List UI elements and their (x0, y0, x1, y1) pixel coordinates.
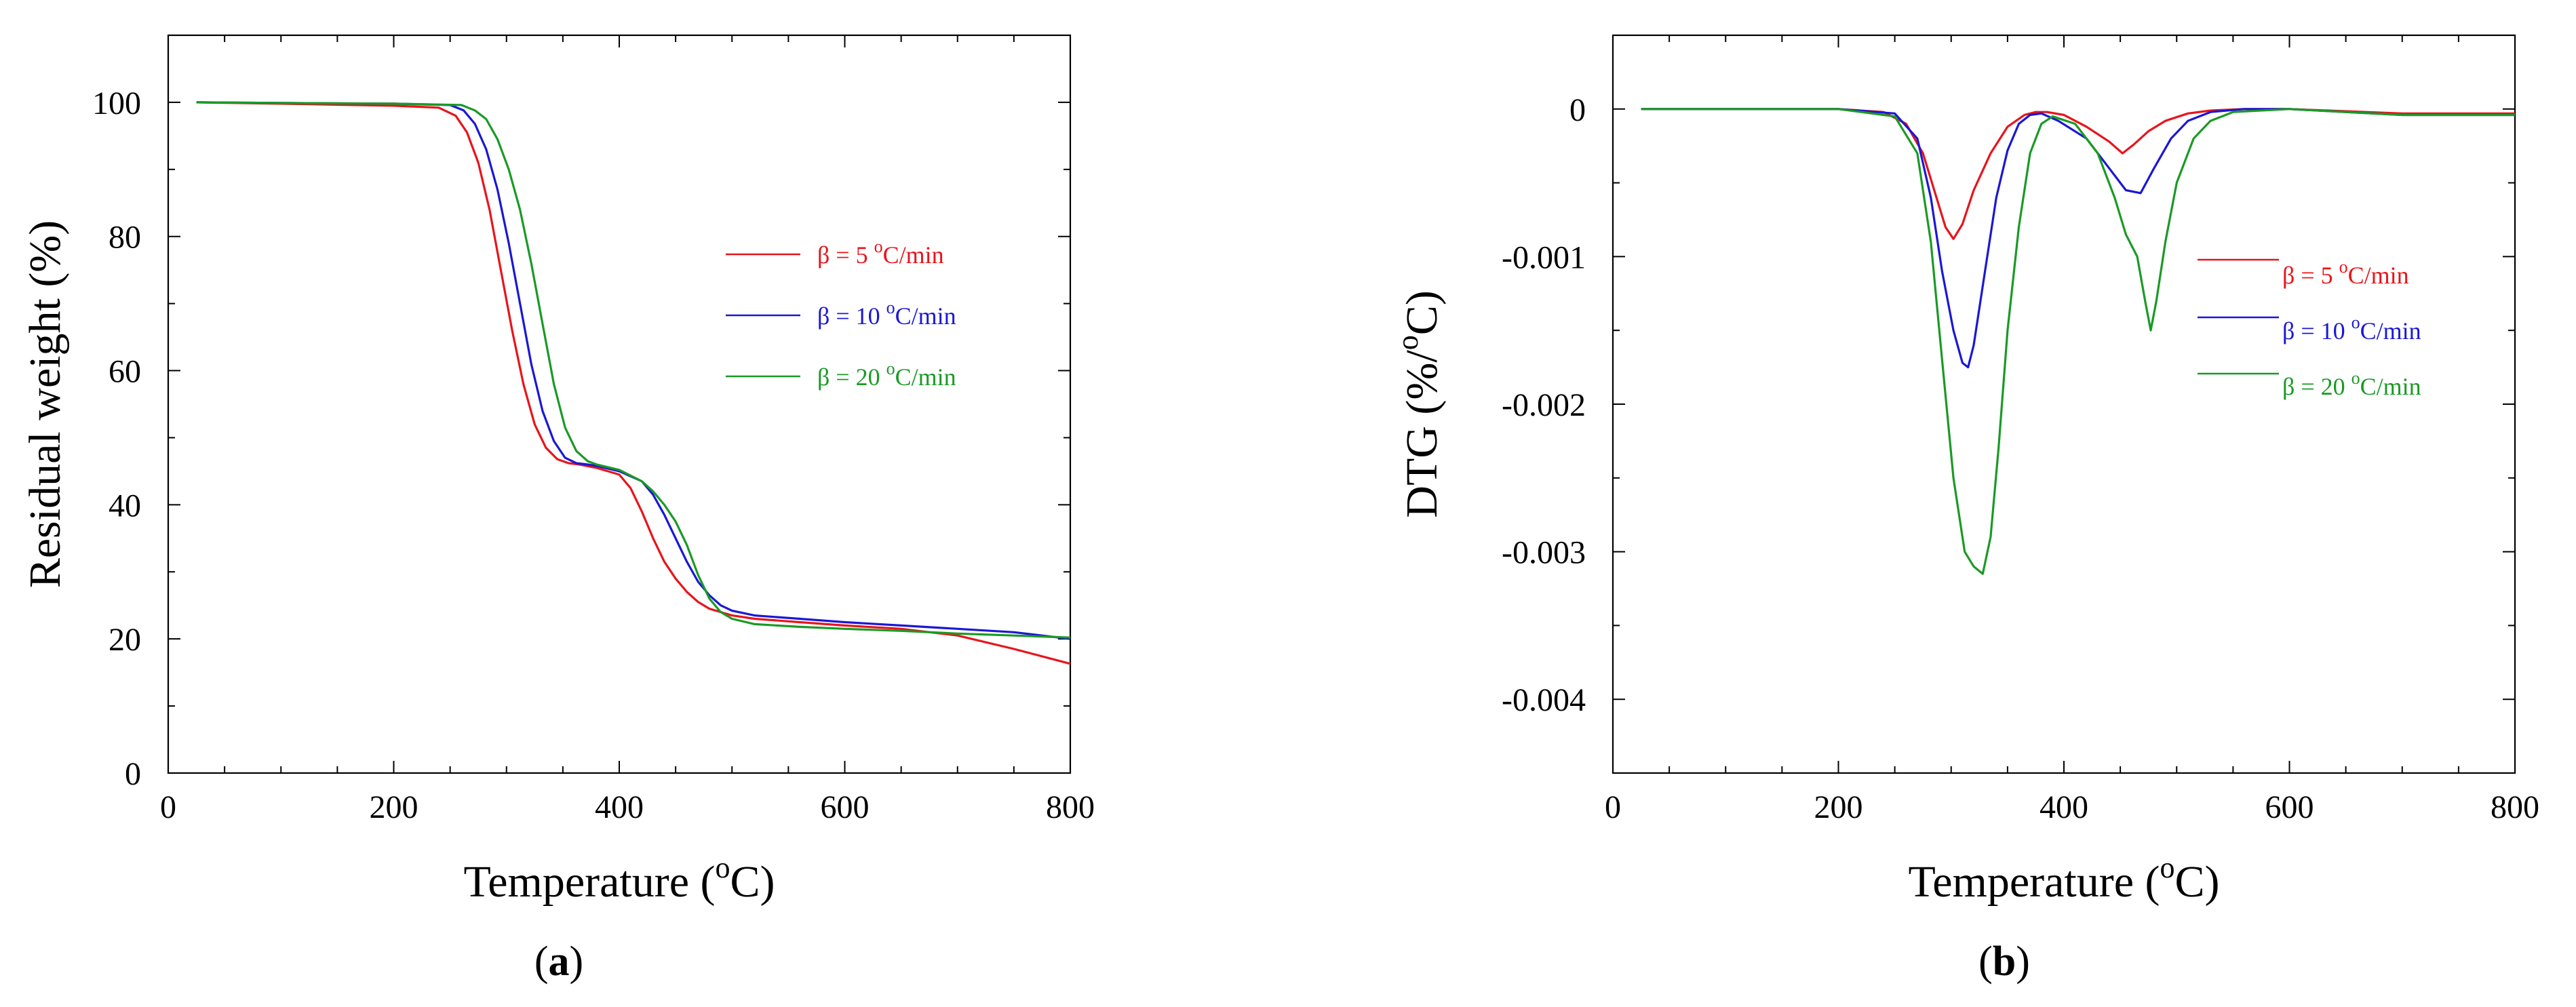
panel-a-x-tick-label: 0 (160, 789, 176, 825)
panel-b-series-0-line (1641, 108, 2515, 240)
panel-a-y-tick-label: 20 (109, 622, 141, 658)
panel-b: 0 200 400 600 800 0 -0.001 -0.002 -0.003 -0.004 D… (1391, 34, 2539, 985)
panel-a-x-tick-label: 200 (370, 789, 418, 825)
panel-a-x-tick-label: 800 (1046, 789, 1095, 825)
panel-a-y-tick-label: 40 (109, 488, 141, 524)
legend-label-a-0: β = 5 oC/min (817, 237, 944, 269)
panel-a-y-tick-label: 80 (109, 220, 141, 256)
panel-a-legend: β = 5 oC/min β = 10 oC/min β = 20 oC/min (726, 237, 956, 391)
panel-a-y-tick-label: 0 (125, 756, 141, 792)
panel-a-ticks: 0 200 400 600 800 0 20 40 60 80 100 (92, 35, 1095, 825)
panel-b-legend: β = 5 oC/min β = 10 oC/min β = 20 oC/min (2198, 257, 2421, 400)
panel-b-x-tick-label: 400 (2040, 789, 2088, 825)
panel-b-y-tick-label: -0.001 (1502, 239, 1586, 275)
panel-b-x-tick-label: 200 (1814, 789, 1863, 825)
panel-a-y-axis-title: Residual weight (%) (20, 220, 70, 589)
panel-b-y-tick-label: -0.002 (1502, 387, 1586, 423)
panel-b-y-tick-label: -0.004 (1502, 682, 1586, 718)
panel-a-series-0-line (196, 101, 1071, 665)
panel-b-plot-frame (1612, 34, 2516, 774)
panel-a: 0 200 400 600 800 0 20 40 60 80 100 Residual weigh… (20, 34, 1095, 985)
panel-b-x-tick-label: 800 (2491, 789, 2539, 825)
legend-label-a-1: β = 10 oC/min (817, 298, 956, 330)
panel-b-x-tick-label: 600 (2265, 789, 2314, 825)
panel-a-x-tick-label: 600 (821, 789, 870, 825)
panel-b-y-tick-label: 0 (1569, 92, 1586, 128)
panel-a-plot-frame (167, 34, 1072, 774)
panel-b-y-tick-label: -0.003 (1502, 535, 1586, 571)
panel-a-y-tick-label: 60 (109, 354, 141, 390)
legend-label-b-0: β = 5 oC/min (2282, 257, 2409, 289)
panel-a-caption: (a) (534, 939, 583, 985)
panel-a-series (196, 101, 1071, 665)
panel-b-x-axis-title: Temperature (oC) (1909, 851, 2220, 907)
panel-b-ticks: 0 200 400 600 800 0 -0.001 -0.002 -0.003 -0.004 (1502, 35, 2539, 825)
panel-b-series (1641, 108, 2515, 575)
panel-b-y-axis-title: DTG (%/oC) (1391, 290, 1447, 517)
legend-label-b-2: β = 20 oC/min (2282, 368, 2421, 400)
panel-b-series-2-line (1641, 108, 2515, 575)
panel-a-series-1-line (196, 101, 1071, 640)
panel-a-x-axis-title: Temperature (oC) (464, 851, 775, 907)
panel-b-caption: (b) (1978, 939, 2030, 985)
legend-label-b-1: β = 10 oC/min (2282, 313, 2421, 344)
panel-a-series-2-line (196, 101, 1071, 639)
legend-label-a-2: β = 20 oC/min (817, 359, 956, 391)
panel-a-y-tick-label: 100 (92, 85, 141, 121)
panel-b-x-tick-label: 0 (1605, 789, 1621, 825)
panel-a-x-tick-label: 400 (595, 789, 644, 825)
panel-b-series-1-line (1641, 108, 2515, 369)
